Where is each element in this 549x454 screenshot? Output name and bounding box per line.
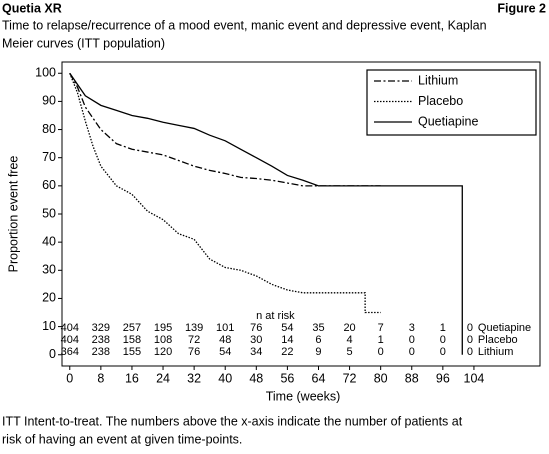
legend-label: Quetiapine [418, 114, 479, 128]
risk-count: 0 [467, 334, 473, 346]
risk-count: 76 [250, 322, 262, 334]
risk-count: 0 [409, 346, 415, 358]
risk-count: 34 [250, 346, 262, 358]
x-tick-label: 72 [343, 371, 357, 385]
risk-count: 139 [185, 322, 203, 334]
risk-row-label: Placebo [478, 334, 518, 346]
risk-count: 72 [188, 334, 200, 346]
risk-count: 101 [216, 322, 234, 334]
y-tick-label: 80 [42, 122, 56, 136]
risk-count: 5 [347, 346, 353, 358]
risk-count: 20 [343, 322, 355, 334]
risk-count: 6 [315, 334, 321, 346]
risk-count: 238 [92, 334, 110, 346]
chart-title: Time to relapse/recurrence of a mood eve… [2, 18, 487, 32]
risk-count: 257 [123, 322, 141, 334]
y-tick-label: 0 [49, 347, 56, 361]
chart-title: Meier curves (ITT population) [2, 36, 165, 50]
risk-count: 54 [281, 322, 293, 334]
risk-count: 22 [281, 346, 293, 358]
risk-count: 9 [315, 346, 321, 358]
risk-count: 54 [219, 346, 231, 358]
risk-count: 195 [154, 322, 172, 334]
x-tick-label: 56 [280, 371, 294, 385]
risk-count: 0 [440, 346, 446, 358]
risk-count: 4 [347, 334, 353, 346]
km-curve [69, 72, 463, 355]
risk-table-title: n at risk [256, 310, 295, 322]
risk-count: 1 [378, 334, 384, 346]
risk-count: 0 [467, 346, 473, 358]
risk-count: 158 [123, 334, 141, 346]
y-tick-label: 40 [42, 234, 56, 248]
risk-count: 120 [154, 346, 172, 358]
risk-count: 108 [154, 334, 172, 346]
risk-row-label: Lithium [478, 346, 513, 358]
y-axis-label: Proportion event free [6, 156, 20, 273]
risk-count: 238 [92, 346, 110, 358]
risk-count: 404 [61, 322, 79, 334]
risk-count: 76 [188, 346, 200, 358]
risk-count: 48 [219, 334, 231, 346]
x-tick-label: 0 [66, 371, 73, 385]
y-tick-label: 60 [42, 178, 56, 192]
x-tick-label: 96 [436, 371, 450, 385]
y-tick-label: 70 [42, 150, 56, 164]
x-tick-label: 32 [187, 371, 201, 385]
risk-count: 155 [123, 346, 141, 358]
x-tick-label: 40 [218, 371, 232, 385]
risk-count: 0 [440, 334, 446, 346]
x-tick-label: 80 [374, 371, 388, 385]
risk-count: 404 [61, 334, 79, 346]
km-curve [69, 73, 381, 314]
y-tick-label: 90 [42, 94, 56, 108]
risk-row-label: Quetiapine [478, 322, 531, 334]
x-tick-label: 88 [405, 371, 419, 385]
risk-count: 7 [378, 322, 384, 334]
footnote: risk of having an event at given time-po… [2, 432, 242, 446]
figure-label: Figure 2 [497, 1, 546, 15]
km-curve [69, 72, 381, 187]
risk-count: 329 [92, 322, 110, 334]
x-axis-label: Time (weeks) [266, 389, 341, 403]
y-tick-label: 100 [35, 66, 56, 80]
y-tick-label: 30 [42, 263, 56, 277]
risk-count: 30 [250, 334, 262, 346]
legend-label: Placebo [418, 94, 463, 108]
risk-count: 1 [440, 322, 446, 334]
header-title: Quetia XR [2, 1, 62, 15]
x-tick-label: 104 [464, 371, 485, 385]
y-tick-label: 10 [42, 319, 56, 333]
x-tick-label: 8 [97, 371, 104, 385]
legend-box [366, 69, 537, 136]
legend-label: Lithium [418, 73, 458, 87]
risk-count: 35 [312, 322, 324, 334]
risk-count: 0 [378, 346, 384, 358]
y-tick-label: 50 [42, 206, 56, 220]
risk-count: 0 [409, 334, 415, 346]
x-tick-label: 16 [125, 371, 139, 385]
x-tick-label: 24 [156, 371, 170, 385]
risk-count: 364 [61, 346, 79, 358]
risk-count: 0 [467, 322, 473, 334]
x-tick-label: 64 [312, 371, 326, 385]
risk-count: 3 [409, 322, 415, 334]
risk-count: 14 [281, 334, 293, 346]
y-tick-label: 20 [42, 291, 56, 305]
x-tick-label: 48 [249, 371, 263, 385]
footnote: ITT Intent-to-treat. The numbers above t… [2, 414, 463, 428]
